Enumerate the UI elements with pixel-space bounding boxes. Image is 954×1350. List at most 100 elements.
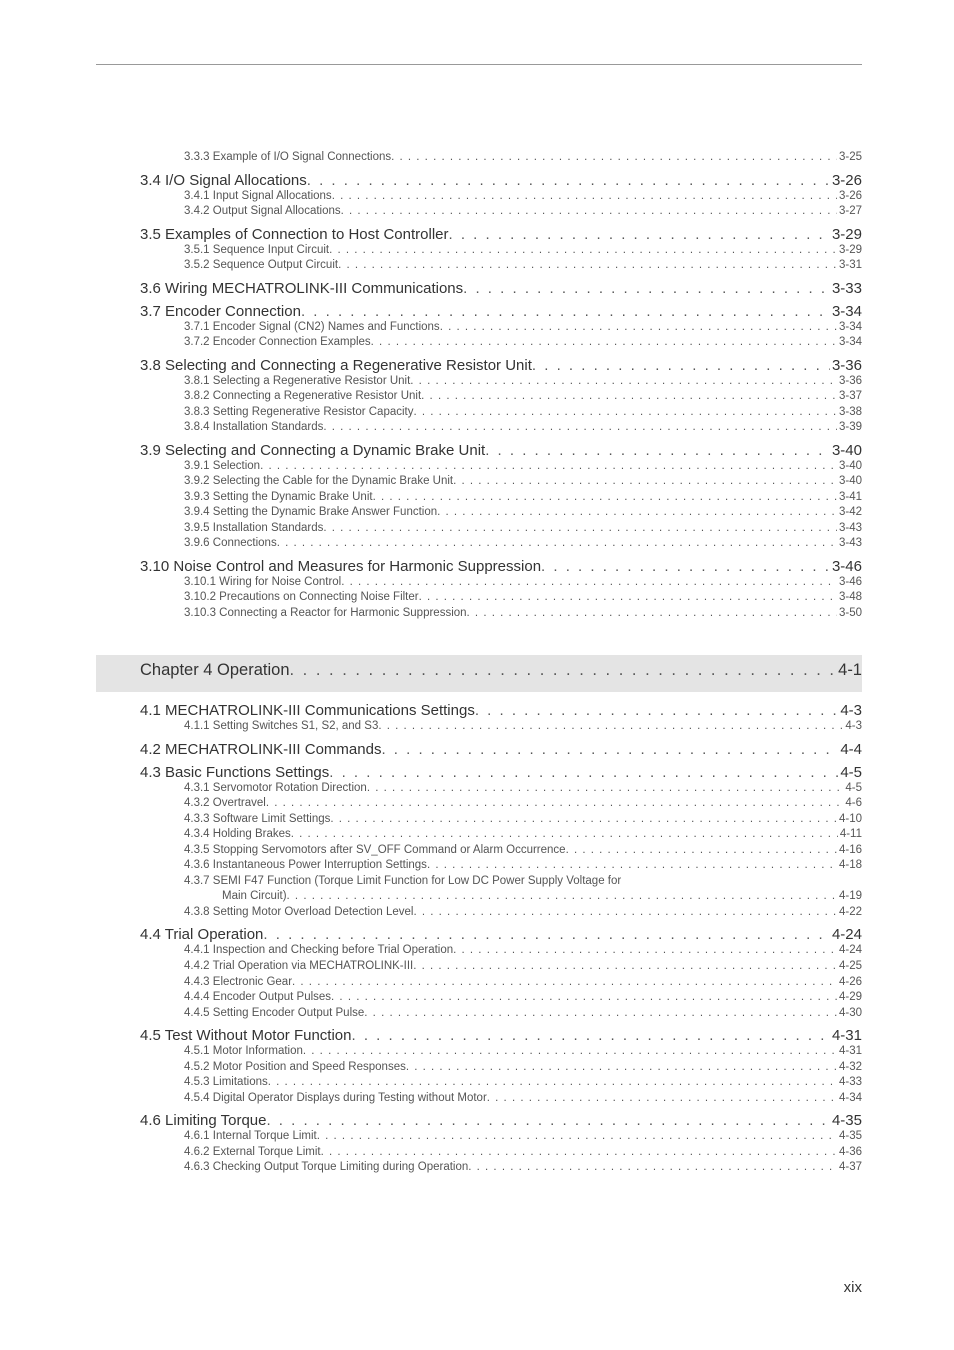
toc-sub-row[interactable]: 4.4.4 Encoder Output Pulses4-29 [184,990,862,1006]
toc-sub-row[interactable]: 4.3.5 Stopping Servomotors after SV_OFF … [184,843,862,859]
toc-section-row[interactable]: 4.1 MECHATROLINK-III Communications Sett… [140,702,862,719]
toc-sub-row[interactable]: 4.5.2 Motor Position and Speed Responses… [184,1060,862,1076]
toc-section-row[interactable]: 3.7 Encoder Connection3-34 [140,303,862,320]
toc-leader-dots [364,1006,837,1022]
toc-page: 3-40 [837,474,862,490]
toc-section-row[interactable]: 3.9 Selecting and Connecting a Dynamic B… [140,442,862,459]
toc-page: 4-3 [838,702,862,719]
toc-sub-row[interactable]: 3.9.4 Setting the Dynamic Brake Answer F… [184,505,862,521]
toc-leader-dots [485,442,830,459]
toc-section-row[interactable]: 3.6 Wiring MECHATROLINK-III Communicatio… [140,280,862,297]
toc-sub-row[interactable]: 4.4.2 Trial Operation via MECHATROLINK-I… [184,959,862,975]
toc-label: 4.3.8 Setting Motor Overload Detection L… [184,905,414,921]
toc-sub-row[interactable]: 3.7.1 Encoder Signal (CN2) Names and Fun… [184,320,862,336]
toc-leader-dots [321,1145,837,1161]
toc-sub-row[interactable]: 3.9.1 Selection3-40 [184,459,862,475]
toc-sub-row[interactable]: 4.3.6 Instantaneous Power Interruption S… [184,858,862,874]
toc-page: 4-4 [838,741,862,758]
toc-sub-row[interactable]: 3.3.3 Example of I/O Signal Connections3… [184,150,862,166]
toc-label: 3.5.1 Sequence Input Circuit [184,243,329,259]
toc-leader-dots [260,459,837,475]
toc-sub-row[interactable]: 3.10.1 Wiring for Noise Control3-46 [184,575,862,591]
toc-sub-row[interactable]: 3.8.3 Setting Regenerative Resistor Capa… [184,405,862,421]
toc-page: 3-40 [830,442,862,459]
toc-label: 3.9.1 Selection [184,459,260,475]
toc-leader-dots [413,405,836,421]
toc-sub-row[interactable]: 3.9.5 Installation Standards3-43 [184,521,862,537]
toc-sub-row[interactable]: 3.10.2 Precautions on Connecting Noise F… [184,590,862,606]
toc-line-continuation[interactable]: Main Circuit)4-19 [184,889,862,905]
toc-page: 4-34 [837,1091,862,1107]
toc-sub-row[interactable]: 3.8.2 Connecting a Regenerative Resistor… [184,389,862,405]
toc-label: 3.8.4 Installation Standards [184,420,323,436]
toc-page: 3-33 [830,280,862,297]
toc-sub-row[interactable]: 4.4.5 Setting Encoder Output Pulse4-30 [184,1006,862,1022]
toc-page: 4-26 [837,975,862,991]
toc-label: 3.9.5 Installation Standards [184,521,323,537]
toc-sub-row[interactable]: 3.4.2 Output Signal Allocations3-27 [184,204,862,220]
toc-sub-row[interactable]: 3.8.4 Installation Standards3-39 [184,420,862,436]
toc-section-row[interactable]: 4.3 Basic Functions Settings4-5 [140,764,862,781]
toc-sub-row[interactable]: 4.6.2 External Torque Limit4-36 [184,1145,862,1161]
toc-label: Main Circuit) [222,889,287,905]
toc-page: 4-29 [837,990,862,1006]
toc-page: 4-37 [837,1160,862,1176]
toc-sub-row[interactable]: 3.9.3 Setting the Dynamic Brake Unit3-41 [184,490,862,506]
toc-leader-dots [352,1027,830,1044]
toc-leader-dots [453,943,837,959]
toc-sub-row[interactable]: 3.7.2 Encoder Connection Examples3-34 [184,335,862,351]
toc-sub-row[interactable]: 4.5.1 Motor Information4-31 [184,1044,862,1060]
toc-sub-row[interactable]: 4.3.7 SEMI F47 Function (Torque Limit Fu… [184,874,862,890]
toc-leader-dots [268,1075,837,1091]
toc-page: 4-24 [837,943,862,959]
toc-label: 4.2 MECHATROLINK-III Commands [140,741,381,758]
toc-sub-row[interactable]: 4.5.3 Limitations4-33 [184,1075,862,1091]
toc-label: 3.10.1 Wiring for Noise Control [184,575,341,591]
toc-section-row[interactable]: 3.8 Selecting and Connecting a Regenerat… [140,357,862,374]
toc-sub-row[interactable]: 3.9.2 Selecting the Cable for the Dynami… [184,474,862,490]
toc-page: 4-24 [830,926,862,943]
toc-sub-row[interactable]: 3.5.1 Sequence Input Circuit3-29 [184,243,862,259]
toc-section-row[interactable]: 4.2 MECHATROLINK-III Commands 4-4 [140,741,862,758]
toc-section-row[interactable]: 4.6 Limiting Torque4-35 [140,1112,862,1129]
toc-leader-dots [541,558,830,575]
toc-page: 3-34 [830,303,862,320]
toc-sub-row[interactable]: 3.10.3 Connecting a Reactor for Harmonic… [184,606,862,622]
toc-leader-dots [566,843,837,859]
toc-leader-dots [292,975,837,991]
toc-section-row[interactable]: 3.5 Examples of Connection to Host Contr… [140,226,862,243]
toc-sub-row[interactable]: 4.3.8 Setting Motor Overload Detection L… [184,905,862,921]
header-rule [96,64,862,65]
toc-page: 4-35 [830,1112,862,1129]
toc-sub-row[interactable]: 4.3.4 Holding Brakes4-11 [184,827,862,843]
toc-label: 3.10.2 Precautions on Connecting Noise F… [184,590,419,606]
toc-sub-row[interactable]: 3.8.1 Selecting a Regenerative Resistor … [184,374,862,390]
toc-section-row[interactable]: 3.10 Noise Control and Measures for Harm… [140,558,862,575]
toc-label: 4.4.2 Trial Operation via MECHATROLINK-I… [184,959,413,975]
toc-label: Chapter 4 Operation [140,661,290,680]
toc-section-row[interactable]: 4.4 Trial Operation4-24 [140,926,862,943]
toc-label: 3.8.1 Selecting a Regenerative Resistor … [184,374,410,390]
toc-sub-row[interactable]: 4.3.2 Overtravel4-6 [184,796,862,812]
toc-sub-row[interactable]: 4.4.3 Electronic Gear4-26 [184,975,862,991]
toc-sub-row[interactable]: 4.6.3 Checking Output Torque Limiting du… [184,1160,862,1176]
toc-leader-dots [332,189,837,205]
toc-sub-row[interactable]: 4.6.1 Internal Torque Limit4-35 [184,1129,862,1145]
toc-sub-row[interactable]: 4.3.1 Servomotor Rotation Direction4-5 [184,781,862,797]
toc-section-row[interactable]: 4.5 Test Without Motor Function4-31 [140,1027,862,1044]
toc-section-row[interactable]: 3.4 I/O Signal Allocations3-26 [140,172,862,189]
toc-sub-row[interactable]: 4.3.3 Software Limit Settings4-10 [184,812,862,828]
toc-sub-row[interactable]: 4.1.1 Setting Switches S1, S2, and S34-3 [184,719,862,735]
toc-line[interactable]: Chapter 4 Operation 4-1 [140,661,862,680]
toc-label: 3.10 Noise Control and Measures for Harm… [140,558,541,575]
toc-page: 3-37 [837,389,862,405]
toc-label: 4.3.6 Instantaneous Power Interruption S… [184,858,427,874]
toc-page: 3-41 [837,490,862,506]
toc-page: 4-11 [838,827,862,843]
toc-sub-row[interactable]: 3.9.6 Connections3-43 [184,536,862,552]
toc-sub-row[interactable]: 3.5.2 Sequence Output Circuit3-31 [184,258,862,274]
toc-sub-row[interactable]: 4.5.4 Digital Operator Displays during T… [184,1091,862,1107]
toc-sub-row[interactable]: 4.4.1 Inspection and Checking before Tri… [184,943,862,959]
toc-leader-dots [317,1129,837,1145]
toc-sub-row[interactable]: 3.4.1 Input Signal Allocations3-26 [184,189,862,205]
